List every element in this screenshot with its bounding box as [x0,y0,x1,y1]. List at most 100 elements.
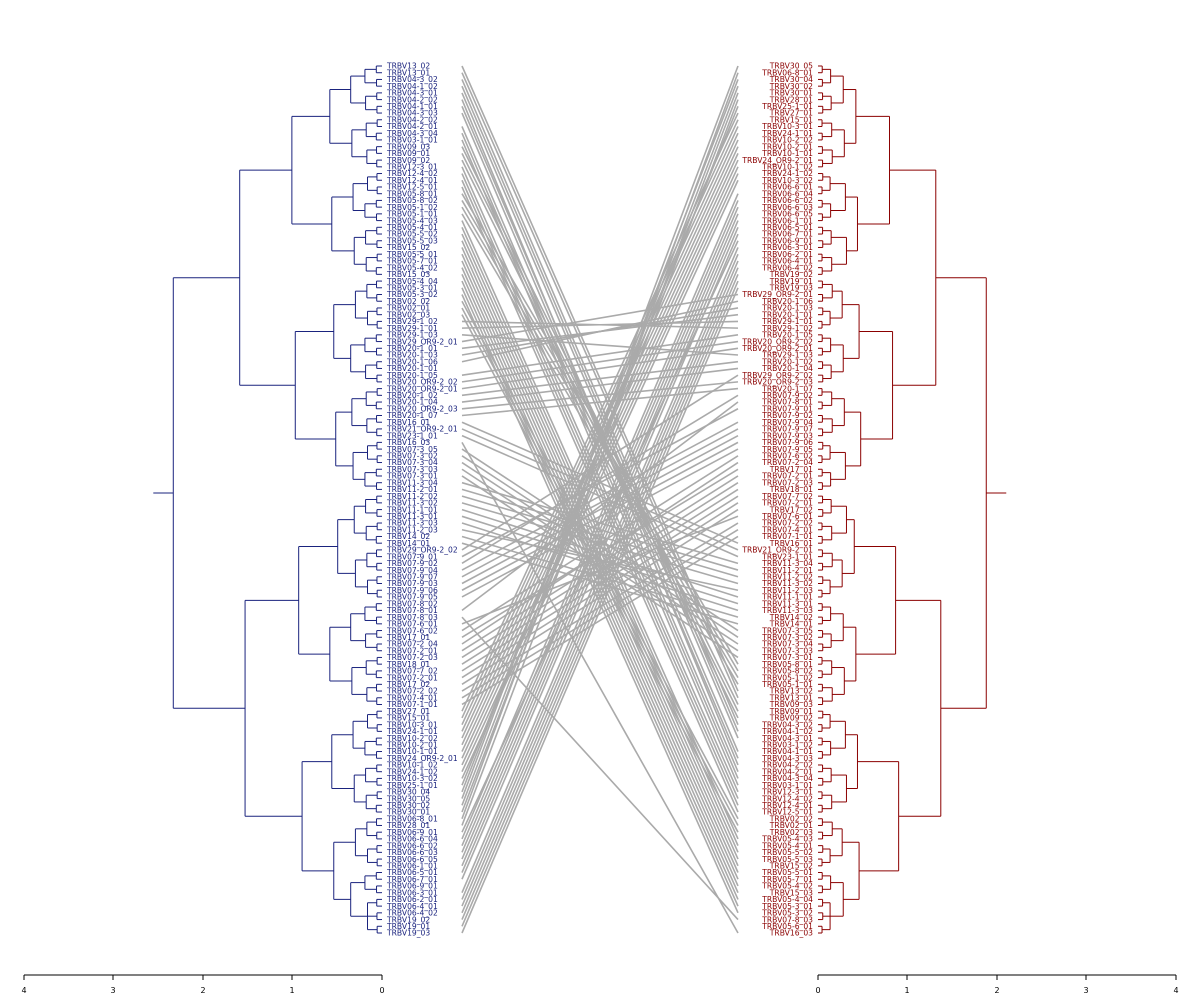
right-leaf-label: TRBV07-6_01 [761,512,813,521]
right-leaf-label: TRBV11-2_03 [761,586,813,595]
right-leaf-label: TRBV06-4_02 [761,263,813,272]
connector-line [461,253,739,900]
left-leaf-label: TRBV04-2_02 [386,95,438,104]
right-leaf-label: TRBV13_01 [769,693,813,702]
left-leaf-label: TRBV02_03 [386,310,430,319]
left-leaf-label: TRBV06-6_04 [386,835,438,844]
right-leaf-label: TRBV30_05 [769,62,813,71]
connector-line [461,166,739,766]
right-leaf-label: TRBV29-1_01 [761,317,813,326]
left-leaf-labels: TRBV13_02TRBV13_01TRBV04-3_02TRBV04-1_02… [386,62,458,938]
left-leaf-label: TRBV04-3_01 [386,89,438,98]
right-leaf-label: TRBV20-1_03 [761,304,813,313]
left-axis-tick-label: 0 [379,986,384,995]
right-leaf-label: TRBV20-1_07 [761,384,813,393]
connector-line [461,455,739,638]
connector-line [461,206,739,853]
connector-line [461,461,739,645]
connector-lines [461,65,739,934]
left-leaf-label: TRBV05-4_03 [386,216,438,225]
right-leaf-label: TRBV02_01 [769,821,813,830]
right-leaf-label: TRBV15_03 [769,888,813,897]
right-leaf-label: TRBV30_01 [769,89,813,98]
left-leaf-label: TRBV06-2_01 [386,895,438,904]
right-leaf-label: TRBV06-6_04 [761,189,813,198]
right-leaf-label: TRBV04-1_02 [761,727,813,736]
connector-line [461,213,739,685]
right-leaf-label: TRBV06-6_02 [761,196,813,205]
left-leaf-label: TRBV07-9_06 [386,586,438,595]
right-leaf-label: TRBV12-4_01 [761,801,813,810]
right-leaf-label: TRBV07-3_04 [761,640,813,649]
left-leaf-label: TRBV20-1_01 [386,364,438,373]
left-leaf-label: TRBV17_02 [386,680,430,689]
right-leaf-label: TRBV24_OR9-2_01 [741,156,813,165]
connector-line [461,616,739,921]
right-leaf-label: TRBV07-2_03 [761,478,813,487]
right-leaf-label: TRBV07-7_02 [761,492,813,501]
left-dendrogram [153,65,382,934]
left-leaf-label: TRBV19_03 [386,929,430,938]
right-leaf-label: TRBV15_01 [769,115,813,124]
connector-line [461,300,739,363]
connector-line [461,179,739,806]
right-leaf-label: TRBV06-6_01 [761,183,813,192]
left-leaf-label: TRBV17_01 [386,633,430,642]
left-leaf-label: TRBV07-8_02 [386,599,438,608]
left-leaf-label: TRBV07-2_01 [386,673,438,682]
left-leaf-label: TRBV20-1_06 [386,357,438,366]
left-leaf-label: TRBV16_01 [386,418,430,427]
connector-line [461,226,739,873]
left-leaf-label: TRBV20-1_05 [386,371,438,380]
left-leaf-label: TRBV06-6_05 [386,855,438,864]
right-leaf-label: TRBV30_02 [769,82,813,91]
left-leaf-label: TRBV27_01 [386,707,430,716]
connector-line [461,193,739,840]
left-leaf-label: TRBV07-2_02 [386,687,438,696]
right-leaf-label: TRBV17_02 [769,505,813,514]
left-axis-tick-label: 3 [110,986,115,995]
connector-line [461,522,739,692]
left-leaf-label: TRBV05-5_03 [386,236,438,245]
connector-line [461,408,739,558]
left-leaf-label: TRBV04-3_02 [386,75,438,84]
right-leaf-label: TRBV05-4_04 [761,895,813,904]
left-leaf-label: TRBV11-3_02 [386,499,438,508]
left-leaf-label: TRBV10-1_01 [386,747,438,756]
connector-line [461,475,739,652]
connector-line [461,206,739,679]
right-leaf-label: TRBV05-5_01 [761,868,813,877]
right-leaf-label: TRBV02_03 [769,828,813,837]
right-leaf-label: TRBV04-3_04 [761,774,813,783]
left-leaf-label: TRBV15_03 [386,270,430,279]
left-leaf-label: TRBV04-1_01 [386,102,438,111]
left-leaf-label: TRBV07-8_01 [386,606,438,615]
connector-line [461,65,739,799]
left-leaf-label: TRBV11-2_03 [386,525,438,534]
left-leaf-label: TRBV06-1_01 [386,861,438,870]
left-leaf-label: TRBV07-4_01 [386,693,438,702]
right-leaf-label: TRBV05-3_02 [761,909,813,918]
left-axis-tick-label: 1 [289,986,294,995]
right-axis-tick-label: 3 [1083,986,1088,995]
right-leaf-label: TRBV04-3_03 [761,754,813,763]
right-leaf-label: TRBV05-3_01 [761,902,813,911]
right-leaf-label: TRBV07-3_05 [761,626,813,635]
left-leaf-label: TRBV11-2_02 [386,492,438,501]
left-leaf-label: TRBV07-1_01 [386,700,438,709]
right-leaf-label: TRBV20_OR9-2_03 [741,378,813,387]
left-leaf-label: TRBV04-3_03 [386,109,438,118]
connector-line [461,213,739,860]
right-leaf-label: TRBV04-2_02 [761,761,813,770]
right-leaf-label: TRBV06-6_05 [761,210,813,219]
left-leaf-label: TRBV13_01 [386,68,430,77]
right-axis-tick-label: 1 [904,986,909,995]
left-leaf-label: TRBV02_02 [386,297,430,306]
connector-line [461,448,739,632]
left-leaf-label: TRBV12-4_01 [386,176,438,185]
right-leaf-label: TRBV06-8_01 [761,68,813,77]
left-leaf-label: TRBV30_05 [386,794,430,803]
right-leaf-label: TRBV05-5_03 [761,855,813,864]
right-leaf-label: TRBV07-3_03 [761,646,813,655]
